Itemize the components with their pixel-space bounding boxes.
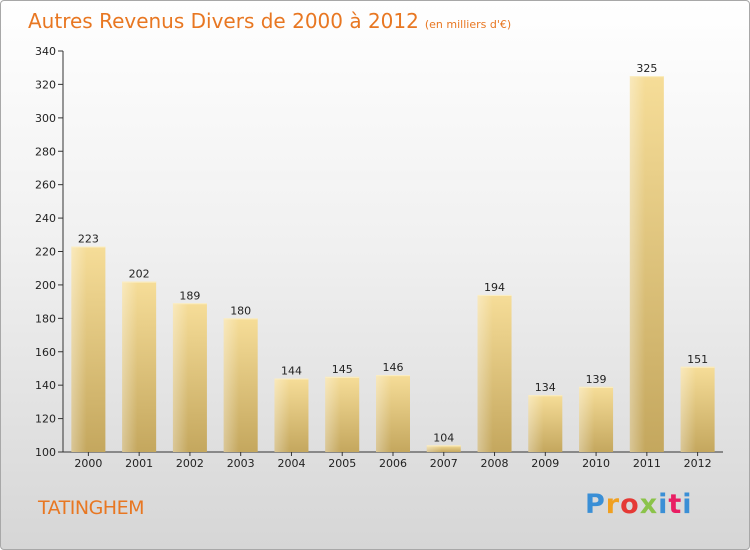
bar-highlight [528, 395, 544, 452]
x-tick-label: 2012 [684, 457, 712, 470]
axes: 100 120 140 160 180 200 220 240 260 280 300 320 340 [35, 45, 723, 459]
bar-highlight [426, 445, 443, 452]
bar-highlight [376, 375, 392, 452]
brand-letter: r [605, 489, 621, 520]
y-tick-label: 320 [35, 78, 56, 91]
bar-highlight [629, 76, 646, 452]
y-tick-label: 240 [35, 212, 56, 225]
bar-highlight [223, 318, 239, 452]
y-tick-label: 180 [35, 312, 56, 325]
bar-value-label: 145 [332, 363, 353, 376]
brand-letter: o [620, 489, 640, 520]
bar-value-label: 325 [636, 62, 657, 75]
bar-value-label: 202 [129, 268, 150, 281]
bar-highlight [477, 294, 493, 452]
bar-value-label: 134 [535, 381, 556, 394]
bar [426, 445, 461, 452]
chart-title-unit: (en milliers d'€) [424, 18, 512, 31]
x-tick-label: 2008 [481, 457, 509, 470]
bar-highlight [172, 303, 189, 452]
bar-value-label: 189 [179, 289, 200, 302]
y-tick-label: 300 [35, 112, 56, 125]
y-tick-label: 260 [35, 179, 56, 192]
y-tick-label: 140 [35, 379, 56, 392]
x-tick-label: 2004 [277, 457, 305, 470]
y-tick-label: 120 [35, 413, 56, 426]
y-tick-label: 100 [35, 446, 56, 459]
commune-name: TATINGHEM [38, 497, 144, 519]
brand-letter: x [639, 489, 659, 520]
bar-highlight [579, 386, 595, 452]
x-tick-label: 2009 [531, 457, 559, 470]
bar-highlight [122, 281, 138, 452]
bar-value-label: 180 [230, 304, 251, 317]
x-tick-label: 2006 [379, 457, 407, 470]
x-tick-label: 2001 [125, 457, 153, 470]
brand-letter: t [668, 489, 683, 520]
bar-value-label: 104 [433, 431, 454, 444]
labels: 223 2000 202 2001 189 2002 180 2003 144 2004 145 20… [74, 62, 711, 470]
x-tick-label: 2007 [430, 457, 458, 470]
brand-logo: Proxiti [585, 489, 693, 520]
bar-value-label: 139 [586, 373, 607, 386]
y-tick-label: 340 [35, 45, 56, 58]
y-tick-label: 160 [35, 346, 56, 359]
bar-highlight [325, 376, 341, 452]
x-tick-label: 2005 [328, 457, 356, 470]
bar-highlight [274, 378, 290, 452]
bar-value-label: 194 [484, 281, 505, 294]
bar-highlight [680, 366, 696, 452]
x-tick-label: 2000 [74, 457, 102, 470]
y-tick-label: 280 [35, 145, 56, 158]
bar-highlight [71, 246, 87, 452]
x-tick-label: 2003 [227, 457, 255, 470]
bar-value-label: 144 [281, 364, 302, 377]
bar-value-label: 223 [78, 232, 99, 245]
x-tick-label: 2010 [582, 457, 610, 470]
chart-title: Autres Revenus Divers de 2000 à 2012 (en … [28, 9, 511, 33]
y-tick-label: 220 [35, 246, 56, 259]
bar-value-label: 146 [383, 361, 404, 374]
y-tick-label: 200 [35, 279, 56, 292]
bars [71, 76, 715, 452]
x-tick-label: 2011 [633, 457, 661, 470]
x-tick-label: 2002 [176, 457, 204, 470]
chart-title-main: Autres Revenus Divers de 2000 à 2012 [28, 9, 419, 33]
brand-letter: i [682, 489, 693, 520]
brand-letter: P [585, 489, 606, 520]
bar-value-label: 151 [687, 353, 708, 366]
brand-letter: i [658, 489, 669, 520]
